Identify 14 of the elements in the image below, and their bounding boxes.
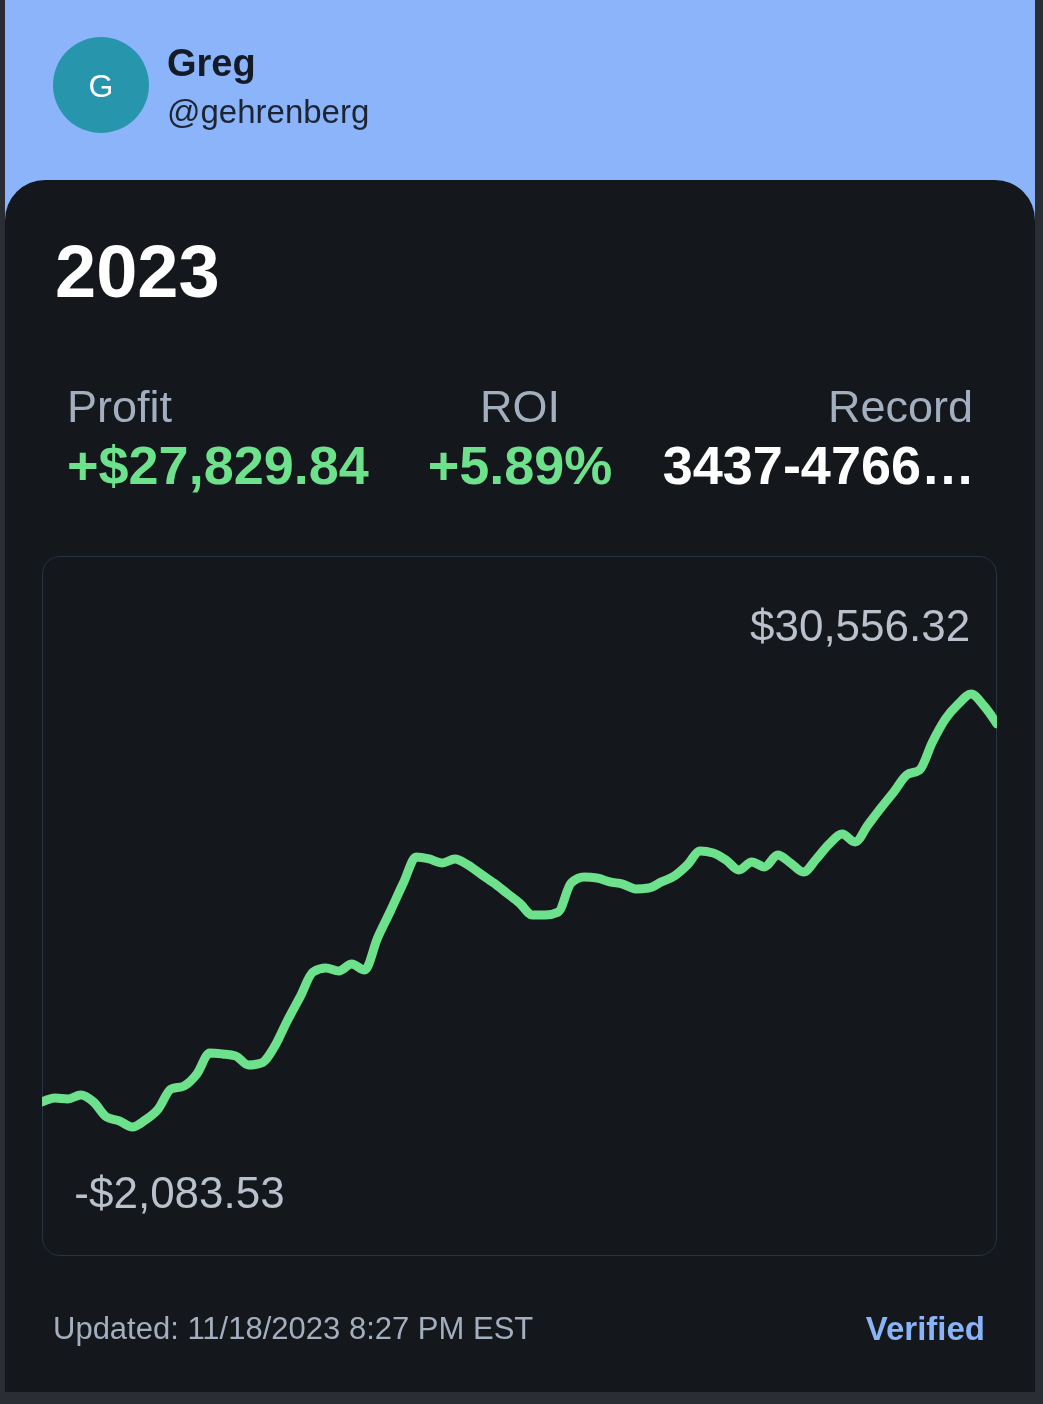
text: Greg (167, 42, 256, 84)
text: 3437-4766… (662, 435, 975, 495)
text: Record (827, 380, 973, 432)
text: +$27,829.84 (67, 435, 369, 495)
text: ROI (479, 380, 561, 432)
text: 2023 (55, 230, 220, 313)
data-label: $30,556.32 (749, 600, 971, 650)
data-label: -$2,083.53 (74, 1167, 285, 1217)
text: Profit (67, 380, 173, 432)
text: +5.89% (427, 435, 613, 495)
text: @gehrenberg (167, 92, 370, 130)
text: Verified (865, 1309, 985, 1347)
text: Updated: 11/18/2023 8:27 PM EST (53, 1310, 534, 1346)
text: G (88, 68, 114, 104)
